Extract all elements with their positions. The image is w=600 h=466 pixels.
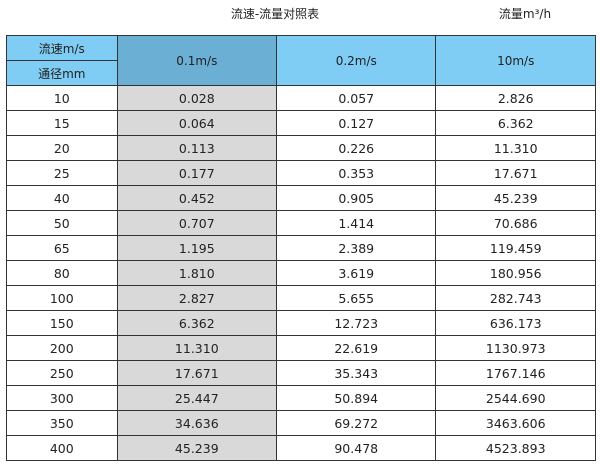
flow-cell: 0.113 — [116, 135, 278, 161]
flow-cell: 2.826 — [435, 85, 596, 111]
flow-cell: 6.362 — [116, 310, 278, 336]
flow-cell: 22.619 — [276, 335, 437, 361]
table-row: 65 1.195 2.389 119.459 — [6, 235, 596, 261]
flow-cell: 119.459 — [435, 235, 596, 261]
flow-cell: 1130.973 — [435, 335, 596, 361]
diameter-cell: 40 — [6, 185, 118, 211]
flow-cell: 45.239 — [435, 185, 596, 211]
flow-cell: 70.686 — [435, 210, 596, 236]
flow-cell: 12.723 — [276, 310, 437, 336]
table-row: 40 0.452 0.905 45.239 — [6, 185, 596, 211]
table-row: 300 25.447 50.894 2544.690 — [6, 385, 596, 411]
table-row: 400 45.239 90.478 4523.893 — [6, 435, 596, 461]
flow-cell: 11.310 — [116, 335, 278, 361]
header-diameter: 通径mm — [6, 60, 118, 86]
table-row: 50 0.707 1.414 70.686 — [6, 210, 596, 236]
flow-cell: 3463.606 — [435, 410, 596, 436]
table-row: 150 6.362 12.723 636.173 — [6, 310, 596, 336]
flow-cell: 2.827 — [116, 285, 278, 311]
unit-label: 流量m³/h — [498, 7, 552, 21]
table-row: 200 11.310 22.619 1130.973 — [6, 335, 596, 361]
flow-cell: 17.671 — [435, 160, 596, 186]
header-col-0.1: 0.1m/s — [116, 35, 278, 86]
flow-cell: 45.239 — [116, 435, 278, 461]
table-row: 80 1.810 3.619 180.956 — [6, 260, 596, 286]
flow-cell: 0.707 — [116, 210, 278, 236]
flow-cell: 0.064 — [116, 110, 278, 136]
flow-cell: 0.226 — [276, 135, 437, 161]
table-title: 流速-流量对照表 — [230, 7, 320, 21]
flow-cell: 1.414 — [276, 210, 437, 236]
flow-cell: 0.127 — [276, 110, 437, 136]
flow-cell: 50.894 — [276, 385, 437, 411]
flow-cell: 636.173 — [435, 310, 596, 336]
diameter-cell: 15 — [6, 110, 118, 136]
diameter-cell: 50 — [6, 210, 118, 236]
diameter-cell: 200 — [6, 335, 118, 361]
flow-cell: 282.743 — [435, 285, 596, 311]
header-col-10: 10m/s — [435, 35, 596, 86]
diameter-cell: 65 — [6, 235, 118, 261]
flow-cell: 0.057 — [276, 85, 437, 111]
flow-cell: 4523.893 — [435, 435, 596, 461]
flow-cell: 17.671 — [116, 360, 278, 386]
table-row: 15 0.064 0.127 6.362 — [6, 110, 596, 136]
flow-cell: 35.343 — [276, 360, 437, 386]
diameter-cell: 25 — [6, 160, 118, 186]
flow-cell: 0.177 — [116, 160, 278, 186]
table-row: 10 0.028 0.057 2.826 — [6, 85, 596, 111]
flow-cell: 11.310 — [435, 135, 596, 161]
header-col-0.2: 0.2m/s — [276, 35, 437, 86]
flow-cell: 1.810 — [116, 260, 278, 286]
diameter-cell: 100 — [6, 285, 118, 311]
diameter-cell: 350 — [6, 410, 118, 436]
diameter-cell: 400 — [6, 435, 118, 461]
table-row: 250 17.671 35.343 1767.146 — [6, 360, 596, 386]
flow-cell: 34.636 — [116, 410, 278, 436]
flow-cell: 2.389 — [276, 235, 437, 261]
table-row: 20 0.113 0.226 11.310 — [6, 135, 596, 161]
table-row: 25 0.177 0.353 17.671 — [6, 160, 596, 186]
flow-cell: 0.353 — [276, 160, 437, 186]
flow-cell: 5.655 — [276, 285, 437, 311]
flow-cell: 3.619 — [276, 260, 437, 286]
flow-cell: 0.028 — [116, 85, 278, 111]
diameter-cell: 10 — [6, 85, 118, 111]
flow-cell: 0.452 — [116, 185, 278, 211]
flow-rate-table: 流速m/s 0.1m/s 0.2m/s 10m/s 通径mm 10 0.028 0.… — [6, 35, 596, 461]
flow-cell: 1767.146 — [435, 360, 596, 386]
diameter-cell: 300 — [6, 385, 118, 411]
diameter-cell: 80 — [6, 260, 118, 286]
header-velocity: 流速m/s — [6, 35, 118, 61]
flow-cell: 1.195 — [116, 235, 278, 261]
flow-cell: 180.956 — [435, 260, 596, 286]
flow-cell: 0.905 — [276, 185, 437, 211]
flow-cell: 6.362 — [435, 110, 596, 136]
flow-cell: 69.272 — [276, 410, 437, 436]
diameter-cell: 20 — [6, 135, 118, 161]
flow-cell: 90.478 — [276, 435, 437, 461]
diameter-cell: 250 — [6, 360, 118, 386]
table-row: 100 2.827 5.655 282.743 — [6, 285, 596, 311]
flow-cell: 2544.690 — [435, 385, 596, 411]
flow-cell: 25.447 — [116, 385, 278, 411]
table-row: 350 34.636 69.272 3463.606 — [6, 410, 596, 436]
diameter-cell: 150 — [6, 310, 118, 336]
